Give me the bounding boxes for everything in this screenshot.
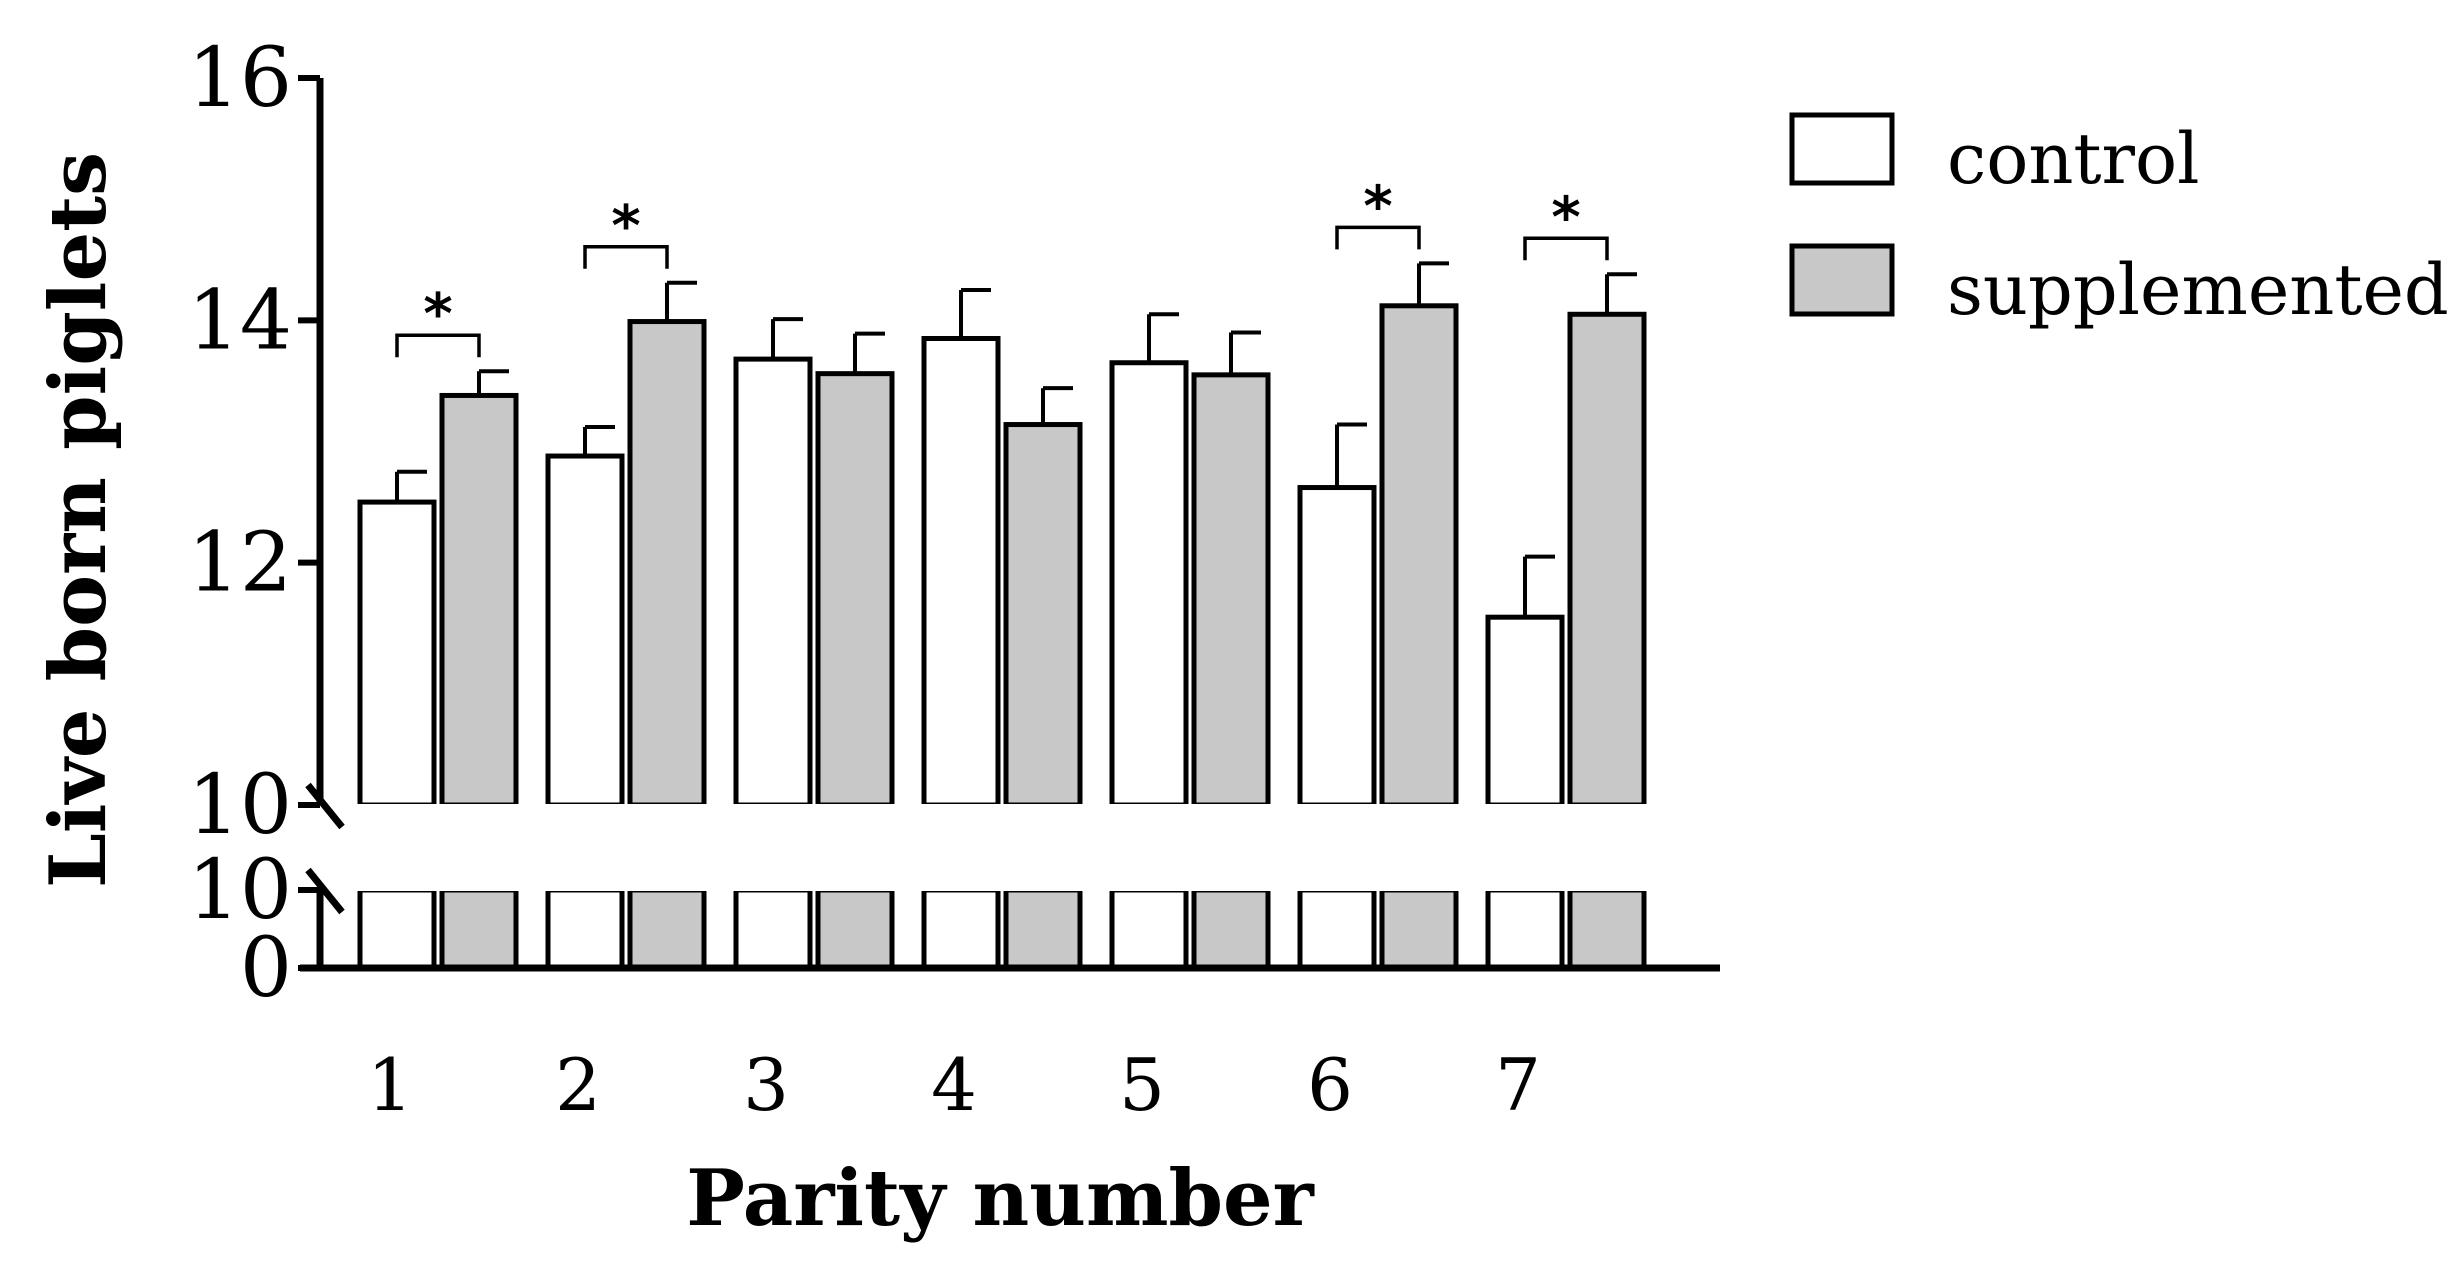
legend: control supplemented	[1789, 112, 2449, 331]
y-axis-title: Live born piglets	[33, 152, 124, 888]
x-tick-label-3: 3	[743, 1043, 789, 1127]
axis-break-gap-supplemented-6	[1378, 804, 1460, 891]
x-tick-label-1: 1	[367, 1043, 413, 1127]
bar-lower-control-4	[921, 887, 1001, 971]
bar-supplemented-4	[1003, 422, 1083, 808]
bar-lower-supplemented-3	[815, 887, 895, 971]
bar-lower-control-1	[357, 887, 437, 971]
bar-control-5	[1109, 360, 1189, 808]
bars-layer	[356, 261, 1648, 971]
bar-supplemented-6	[1379, 303, 1459, 808]
legend-swatch-control	[1789, 112, 1895, 186]
y-tick-label-lower-0: 0	[240, 921, 292, 1016]
legend-label-control: control	[1947, 118, 2200, 200]
axis-break-gap-supplemented-4	[1002, 804, 1084, 891]
bar-lower-supplemented-4	[1003, 887, 1083, 971]
bar-control-3	[733, 356, 813, 808]
bar-control-7	[1485, 614, 1565, 808]
bar-lower-supplemented-1	[439, 887, 519, 971]
bar-control-6	[1297, 485, 1377, 808]
bar-lower-control-3	[733, 887, 813, 971]
axis-break-gap-supplemented-5	[1190, 804, 1272, 891]
axis-break-gap-control-6	[1296, 804, 1378, 891]
legend-label-supplemented: supplemented	[1947, 249, 2449, 331]
bar-lower-supplemented-7	[1567, 887, 1647, 971]
significance-bracket-2	[583, 245, 669, 269]
y-tick-label-lower-10: 10	[188, 843, 292, 938]
bar-lower-supplemented-5	[1191, 887, 1271, 971]
bar-supplemented-1	[439, 392, 519, 808]
axes-layer	[298, 75, 1720, 972]
y-tick-label-upper-10: 10	[188, 758, 292, 853]
y-tick-label-upper-12: 12	[188, 516, 292, 611]
x-tick-label-2: 2	[555, 1043, 601, 1127]
bar-control-1	[357, 499, 437, 808]
x-axis-title: Parity number	[686, 1153, 1314, 1244]
axis-break-gap-control-5	[1108, 804, 1190, 891]
axis-break-gap-control-3	[732, 804, 814, 891]
bar-lower-control-5	[1109, 887, 1189, 971]
bar-supplemented-7	[1567, 311, 1647, 808]
x-tick-label-5: 5	[1119, 1043, 1165, 1127]
significance-bracket-1	[395, 333, 481, 358]
significance-bracket-7	[1523, 236, 1609, 261]
y-tick-label-upper-16: 16	[188, 31, 292, 126]
significance-star-1: *	[423, 282, 452, 347]
bar-control-4	[921, 336, 1001, 808]
axis-break-gap-supplemented-3	[814, 804, 896, 891]
axis-break-gap-supplemented-1	[438, 804, 520, 891]
significance-star-7: *	[1551, 185, 1580, 250]
bar-supplemented-3	[815, 371, 895, 808]
bar-lower-supplemented-6	[1379, 887, 1459, 971]
bar-supplemented-2	[627, 319, 707, 808]
axis-break-mark-upper	[305, 782, 345, 830]
bar-lower-control-2	[545, 887, 625, 971]
axis-break-gap-control-7	[1484, 804, 1566, 891]
x-tick-label-7: 7	[1495, 1043, 1541, 1127]
bar-lower-control-6	[1297, 887, 1377, 971]
axis-break-gap-supplemented-2	[626, 804, 708, 891]
y-tick-label-upper-14: 14	[188, 273, 292, 368]
x-tick-label-4: 4	[931, 1043, 977, 1127]
axis-break-mark-lower	[305, 867, 345, 915]
legend-swatch-supplemented	[1789, 243, 1895, 317]
significance-star-6: *	[1363, 174, 1392, 239]
bar-lower-supplemented-2	[627, 887, 707, 971]
significance-bracket-6	[1335, 225, 1421, 250]
bar-control-2	[545, 453, 625, 808]
bar-supplemented-5	[1191, 372, 1271, 808]
significance-star-2: *	[611, 194, 640, 259]
axis-break-gap-control-4	[920, 804, 1002, 891]
x-tick-label-6: 6	[1307, 1043, 1353, 1127]
axis-break-gap-supplemented-7	[1566, 804, 1648, 891]
axis-break-gap-control-2	[544, 804, 626, 891]
bar-lower-control-7	[1485, 887, 1565, 971]
axis-break-gap-control-1	[356, 804, 438, 891]
